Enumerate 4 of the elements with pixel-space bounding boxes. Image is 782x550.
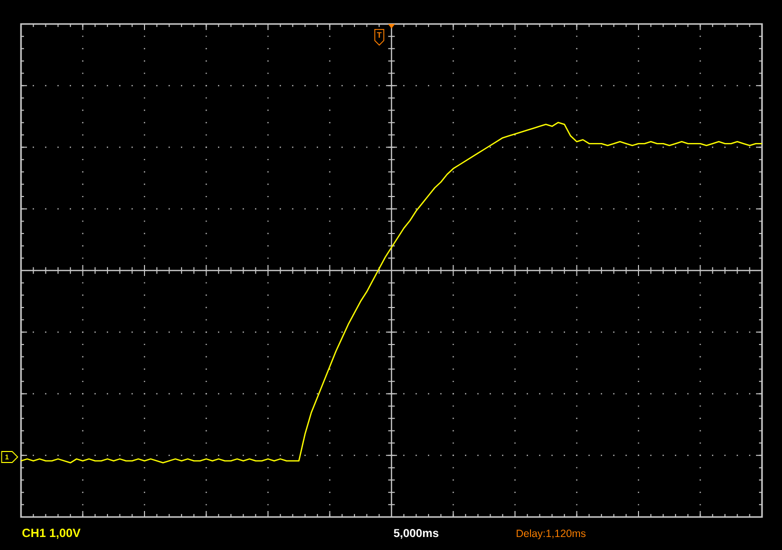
text: 5,000ms [394,528,438,539]
text: T [376,32,382,38]
text: CH1 1,00V [22,528,80,539]
text: Delay:1,120ms [516,529,586,540]
